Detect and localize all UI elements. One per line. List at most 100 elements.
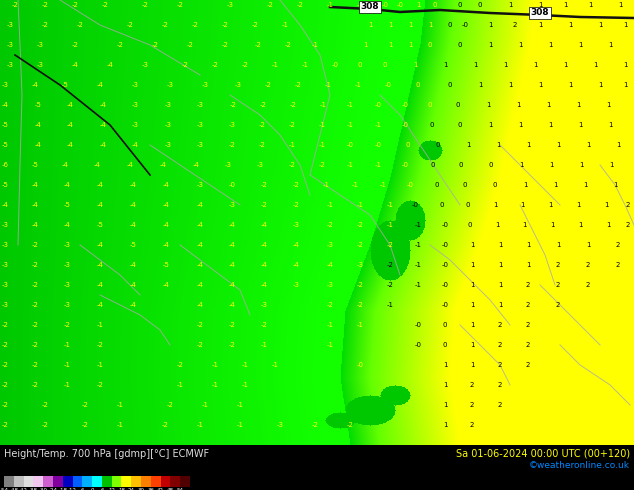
Text: -3: -3 <box>63 242 70 248</box>
Text: -4: -4 <box>94 162 100 168</box>
Text: -4: -4 <box>96 302 103 308</box>
Text: -2: -2 <box>264 82 271 88</box>
Text: -3: -3 <box>63 282 70 288</box>
Text: 1: 1 <box>556 142 560 148</box>
Text: -2: -2 <box>221 22 228 28</box>
Text: -12: -12 <box>68 488 77 490</box>
Text: -1: -1 <box>387 202 394 208</box>
Text: -2: -2 <box>295 82 301 88</box>
Text: -4: -4 <box>197 262 204 268</box>
Text: 1: 1 <box>443 362 447 368</box>
Text: 1: 1 <box>488 122 492 128</box>
Text: 1: 1 <box>623 62 627 68</box>
Text: -1: -1 <box>242 362 249 368</box>
Text: 1: 1 <box>416 2 420 8</box>
Text: -1: -1 <box>96 322 103 328</box>
Text: 1: 1 <box>538 22 542 28</box>
Text: 1: 1 <box>519 162 523 168</box>
Text: 0: 0 <box>456 102 460 108</box>
Text: -4: -4 <box>129 182 136 188</box>
Text: 1: 1 <box>593 62 597 68</box>
Text: -2: -2 <box>347 422 353 428</box>
Text: 2: 2 <box>513 22 517 28</box>
Text: -1: -1 <box>212 362 219 368</box>
Text: -2: -2 <box>167 402 174 408</box>
Text: -4: -4 <box>261 262 268 268</box>
Text: -2: -2 <box>96 342 103 348</box>
Text: 1: 1 <box>515 102 521 108</box>
Text: -1: -1 <box>288 142 295 148</box>
Text: -4: -4 <box>129 222 136 228</box>
Text: -5: -5 <box>1 122 8 128</box>
Text: -2: -2 <box>288 162 295 168</box>
Text: 1: 1 <box>470 342 474 348</box>
Text: 2: 2 <box>556 302 560 308</box>
Text: 1: 1 <box>605 102 611 108</box>
Text: 1: 1 <box>549 162 553 168</box>
Text: 2: 2 <box>626 202 630 208</box>
Text: 2: 2 <box>470 422 474 428</box>
Text: -3: -3 <box>164 102 172 108</box>
Text: -1: -1 <box>271 362 278 368</box>
Text: 1: 1 <box>493 202 497 208</box>
Text: -4: -4 <box>32 222 39 228</box>
Text: -0: -0 <box>441 302 448 308</box>
Text: 1: 1 <box>578 42 582 48</box>
Text: -4: -4 <box>193 162 200 168</box>
Text: -2: -2 <box>356 302 363 308</box>
Text: -4: -4 <box>1 102 8 108</box>
Text: -4: -4 <box>197 302 204 308</box>
Text: -4: -4 <box>292 242 299 248</box>
Text: 1: 1 <box>608 122 612 128</box>
Text: -2: -2 <box>387 262 394 268</box>
Text: -3: -3 <box>197 142 204 148</box>
Text: -2: -2 <box>42 422 48 428</box>
Text: -3: -3 <box>131 122 138 128</box>
Text: 2: 2 <box>470 382 474 388</box>
Text: 0: 0 <box>436 142 440 148</box>
Text: -3: -3 <box>327 282 333 288</box>
Text: -4: -4 <box>129 262 136 268</box>
Text: -2: -2 <box>1 362 8 368</box>
Text: -1: -1 <box>236 402 243 408</box>
Text: -4: -4 <box>96 262 103 268</box>
Text: -4: -4 <box>96 202 103 208</box>
Text: -0: -0 <box>415 342 422 348</box>
Text: -4: -4 <box>67 122 74 128</box>
Text: 0: 0 <box>443 322 447 328</box>
Text: 2: 2 <box>616 242 620 248</box>
Text: -2: -2 <box>176 2 183 8</box>
Text: 0: 0 <box>440 202 444 208</box>
Text: -4: -4 <box>160 162 167 168</box>
Text: -4: -4 <box>162 182 169 188</box>
Text: 1: 1 <box>538 82 542 88</box>
Text: -3: -3 <box>261 302 268 308</box>
Text: -2: -2 <box>1 322 8 328</box>
Text: -0: -0 <box>462 22 469 28</box>
Text: -2: -2 <box>32 382 39 388</box>
Text: -4: -4 <box>292 262 299 268</box>
Text: -3: -3 <box>1 262 8 268</box>
Text: -0: -0 <box>384 82 392 88</box>
Bar <box>131 476 141 487</box>
Text: -3: -3 <box>6 62 13 68</box>
Text: -4: -4 <box>261 222 268 228</box>
Text: 1: 1 <box>605 222 611 228</box>
Text: -3: -3 <box>6 42 13 48</box>
Text: -38: -38 <box>29 488 38 490</box>
Text: -1: -1 <box>380 182 387 188</box>
Text: -1: -1 <box>318 122 325 128</box>
Text: 1: 1 <box>408 42 412 48</box>
Text: -1: -1 <box>323 182 330 188</box>
Text: 0: 0 <box>91 488 94 490</box>
Text: -2: -2 <box>11 2 18 8</box>
Text: -0: -0 <box>332 62 339 68</box>
Text: -3: -3 <box>197 102 204 108</box>
Text: -0: -0 <box>228 182 235 188</box>
Text: 1: 1 <box>576 202 580 208</box>
Bar <box>23 476 34 487</box>
Text: -30: -30 <box>39 488 48 490</box>
Text: 1: 1 <box>578 222 582 228</box>
Text: 54: 54 <box>177 488 184 490</box>
Text: 0: 0 <box>458 42 462 48</box>
